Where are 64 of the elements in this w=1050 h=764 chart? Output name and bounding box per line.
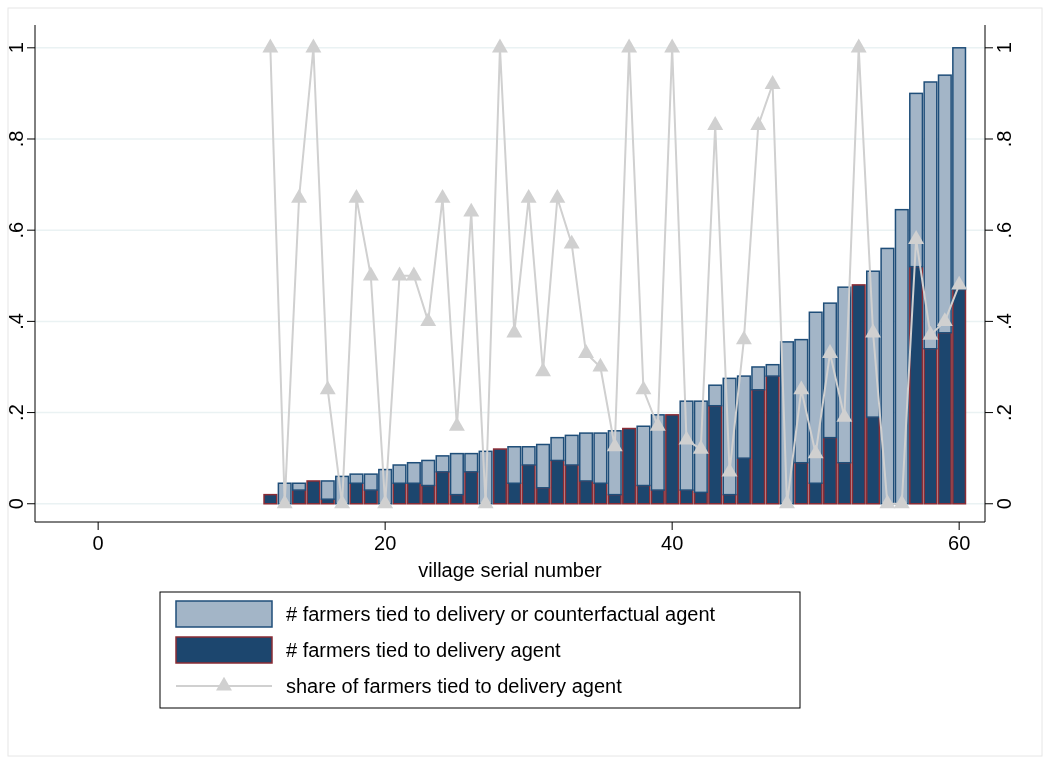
point xyxy=(434,189,451,203)
point xyxy=(520,189,537,203)
point xyxy=(807,444,824,459)
point xyxy=(649,417,666,431)
point xyxy=(362,266,379,281)
point xyxy=(707,116,724,130)
point xyxy=(750,116,767,130)
point xyxy=(922,325,939,340)
point xyxy=(276,494,293,509)
point xyxy=(793,380,810,395)
point xyxy=(936,312,953,326)
point xyxy=(262,38,279,53)
point xyxy=(563,234,580,249)
point xyxy=(334,494,351,509)
point xyxy=(664,38,681,53)
point xyxy=(865,323,882,338)
legend-label: # farmers tied to delivery agent xyxy=(286,639,562,661)
y2-tick-label: .6 xyxy=(993,221,1015,239)
point xyxy=(348,189,365,203)
point xyxy=(391,266,408,281)
point xyxy=(291,189,308,203)
point xyxy=(592,357,609,372)
point xyxy=(305,38,322,53)
point xyxy=(893,494,910,509)
y2-tick-label: .4 xyxy=(993,313,1015,330)
point xyxy=(491,38,508,53)
point xyxy=(405,266,422,281)
x-tick-label: 20 xyxy=(374,532,397,554)
legend-label: # farmers tied to delivery or counterfactual agent xyxy=(286,603,716,625)
point xyxy=(908,230,925,244)
x-tick-label: 0 xyxy=(92,532,104,554)
point xyxy=(319,380,336,395)
y-tick-label: 0 xyxy=(5,498,27,510)
point xyxy=(635,380,652,395)
y-tick-label: .2 xyxy=(5,404,27,421)
point xyxy=(879,494,896,509)
point xyxy=(549,189,566,203)
point xyxy=(850,38,867,53)
point xyxy=(477,494,494,509)
point xyxy=(764,75,781,89)
legend-label: share of farmers tied to delivery agent xyxy=(286,675,623,697)
y-tick-label: .4 xyxy=(5,313,27,330)
point xyxy=(951,275,968,290)
point xyxy=(692,439,709,454)
point xyxy=(678,430,695,445)
point xyxy=(735,330,752,345)
point xyxy=(463,202,480,217)
y2-tick-label: .8 xyxy=(993,130,1015,148)
point xyxy=(621,38,638,53)
point xyxy=(448,417,465,431)
point xyxy=(535,362,551,377)
y-tick-label: .8 xyxy=(5,130,27,148)
point xyxy=(420,312,437,326)
x-axis-title: village serial number xyxy=(418,559,603,581)
y2-tick-label: .2 xyxy=(993,404,1015,421)
y2-tick-label: 1 xyxy=(993,42,1015,54)
point xyxy=(578,344,595,358)
point xyxy=(822,344,838,358)
x-tick-label: 40 xyxy=(661,532,684,554)
point xyxy=(778,494,795,509)
y-tick-label: .6 xyxy=(5,221,27,239)
y-tick-label: 1 xyxy=(5,42,27,54)
x-tick-label: 60 xyxy=(948,532,971,554)
y2-tick-label: 0 xyxy=(993,498,1015,510)
